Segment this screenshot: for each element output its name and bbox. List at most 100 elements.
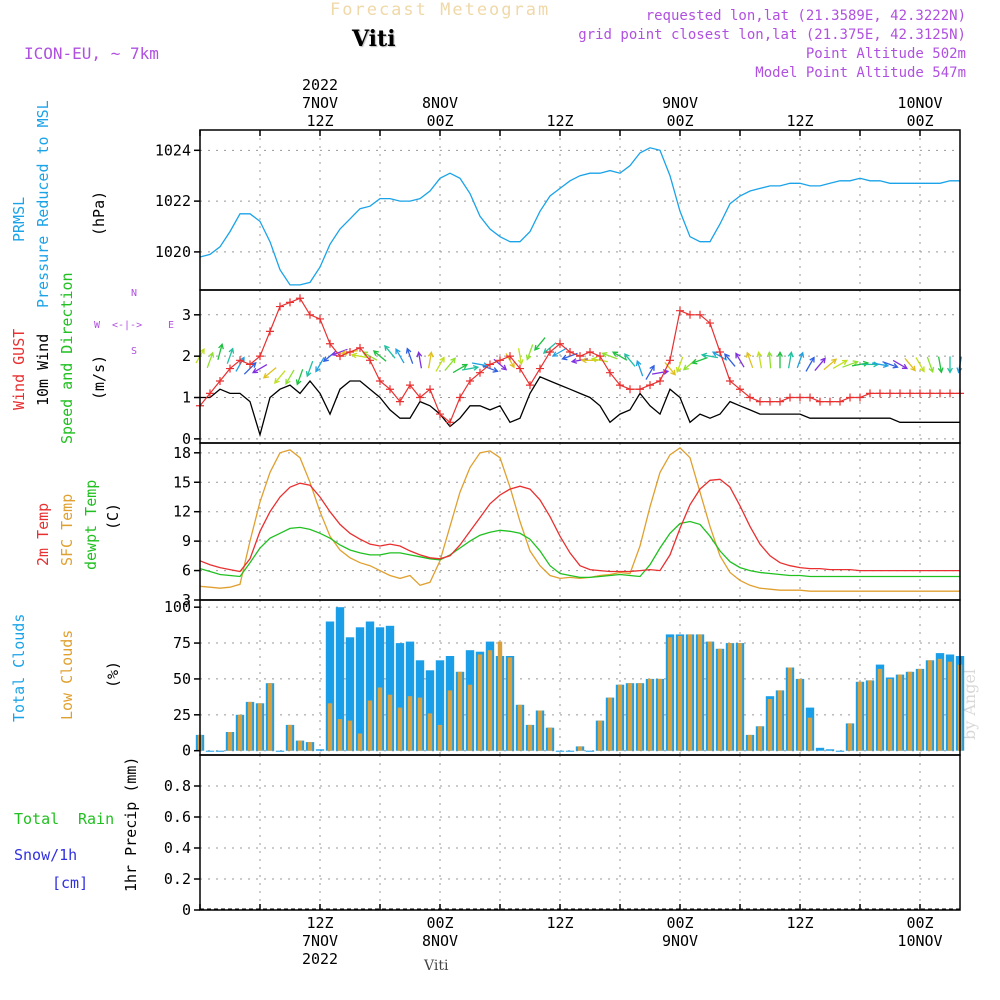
wind-vector-head xyxy=(580,357,587,364)
low-clouds-bar xyxy=(927,660,933,751)
wind-vector-head xyxy=(928,366,935,374)
wind-gust-marker xyxy=(446,418,454,427)
wind-vector xyxy=(937,356,943,373)
low-clouds-bar xyxy=(247,701,253,751)
low-clouds-bar xyxy=(477,654,483,751)
wind-vector xyxy=(651,370,669,375)
low-clouds-bar xyxy=(487,650,493,751)
wind-vector xyxy=(904,357,916,372)
wind-gust-marker xyxy=(326,339,334,348)
wind-vector xyxy=(252,364,268,374)
wind-gust-marker xyxy=(796,393,804,402)
wind-gust-marker xyxy=(636,385,644,394)
wind-vector-head xyxy=(517,359,524,366)
low-clouds-bar xyxy=(527,724,533,751)
wind-gust-marker xyxy=(716,348,724,357)
total-clouds-bar xyxy=(355,627,365,751)
x-bottom-label: 00Z xyxy=(426,914,453,932)
x-top-label: 9NOV xyxy=(662,94,698,112)
wind-vector-head xyxy=(682,364,689,371)
low-clouds-bar xyxy=(437,724,443,751)
panel-frame xyxy=(199,754,961,911)
low-clouds-bar xyxy=(657,678,663,751)
wind-vector xyxy=(676,356,684,373)
y-tick-label: 0 xyxy=(182,430,191,448)
low-clouds-bar xyxy=(467,684,473,751)
wind-gust-marker xyxy=(516,364,524,373)
wind-vector xyxy=(612,351,628,361)
wind-gust-marker xyxy=(806,393,814,402)
wind-vector xyxy=(362,351,378,361)
total-clouds-bar xyxy=(835,750,845,752)
wind-vector-head xyxy=(937,367,944,374)
x-bottom-label: 8NOV xyxy=(422,932,458,950)
wind-vector xyxy=(444,357,456,372)
wind-vector-head xyxy=(416,351,423,358)
wind-vector-head xyxy=(735,352,741,359)
x-bottom-label: 12Z xyxy=(306,914,333,932)
wind-vector-head xyxy=(218,343,224,350)
wind-vector xyxy=(712,351,728,361)
wind-gust-marker xyxy=(726,376,734,385)
total-clouds-bar xyxy=(395,643,405,751)
low-clouds-bar xyxy=(857,681,863,751)
wind-vector-head xyxy=(427,351,434,358)
wind-vector-head xyxy=(901,363,909,370)
wind-vector xyxy=(373,350,387,362)
wind-vector-head xyxy=(395,348,401,355)
temp-2m-line xyxy=(199,478,960,573)
total-clouds-bar xyxy=(365,621,375,751)
wind-vector xyxy=(534,337,546,351)
wind-vector xyxy=(882,361,898,368)
wind-gust-marker xyxy=(216,376,224,385)
low-clouds-bar xyxy=(377,687,383,751)
total-clouds-bar xyxy=(315,749,325,751)
wind-vector xyxy=(552,347,568,357)
wind-gust-marker xyxy=(366,356,374,365)
wind-gust-marker xyxy=(906,389,914,398)
wind-gust-marker xyxy=(846,393,854,402)
wind-vector-head xyxy=(611,351,619,357)
wind-vector-head xyxy=(809,356,815,363)
wind-gust-marker xyxy=(616,381,624,390)
total-clouds-bar xyxy=(385,625,395,751)
wind-vector-head xyxy=(590,356,598,363)
y-tick-label: 75 xyxy=(173,634,191,652)
y-tick-label: 15 xyxy=(173,473,191,491)
low-clouds-bar xyxy=(577,746,583,751)
total-clouds-bar xyxy=(555,750,565,752)
low-clouds-bar xyxy=(757,726,763,751)
wind-vector xyxy=(493,358,507,371)
y-tick-label: 1022 xyxy=(155,192,191,210)
footer-station: Viti xyxy=(424,958,449,974)
wind-vector-head xyxy=(509,362,515,369)
wind-vector xyxy=(805,357,815,372)
wind-gust-marker xyxy=(476,368,484,377)
low-clouds-bar xyxy=(397,707,403,751)
wind-vector-head xyxy=(228,347,235,354)
wind-gust-marker xyxy=(836,397,844,406)
wind-vector xyxy=(701,354,719,359)
wind-vector-head xyxy=(551,351,559,357)
wind-gust-marker xyxy=(916,389,924,398)
model-altitude: Model Point Altitude 547m xyxy=(755,65,966,81)
wind-vector xyxy=(892,359,908,369)
wind-vector xyxy=(871,362,889,367)
total-clouds-bar xyxy=(815,747,825,751)
wind-gust-marker xyxy=(506,352,514,361)
low-clouds-bar xyxy=(717,648,723,751)
panel-frame xyxy=(199,129,961,291)
wind-vector-head xyxy=(766,350,773,358)
low-clouds-bar xyxy=(637,683,643,751)
wind-gust-marker xyxy=(346,348,354,357)
low-clouds-bar xyxy=(737,643,743,751)
total-clouds-bar xyxy=(425,670,435,751)
wind-gust-marker xyxy=(766,397,774,406)
x-top-label: 8NOV xyxy=(422,94,458,112)
wind-gust-marker xyxy=(386,385,394,394)
wind-vector-head xyxy=(756,351,763,358)
label-cm: [cm] xyxy=(52,874,89,892)
y-tick-label: 1 xyxy=(182,389,191,407)
wind-gust-marker xyxy=(736,385,744,394)
